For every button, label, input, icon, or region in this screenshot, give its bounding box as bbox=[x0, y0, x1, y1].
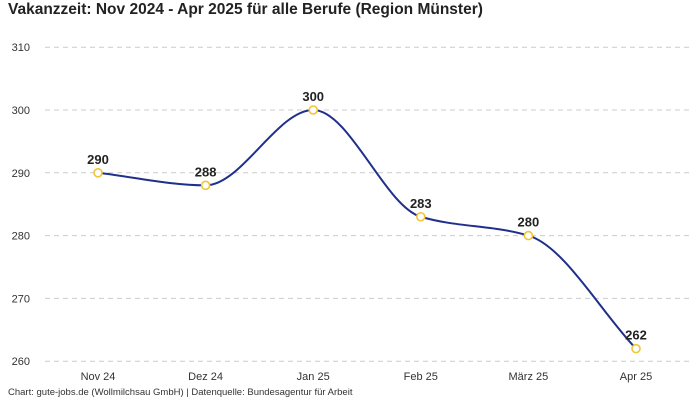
grid-lines bbox=[45, 46, 692, 362]
y-tick-label-260: 260 bbox=[12, 356, 30, 368]
chart-title: Vakanzzeit: Nov 2024 - Apr 2025 für alle… bbox=[8, 1, 483, 18]
series-line bbox=[97, 108, 637, 350]
y-tick-label-300: 300 bbox=[12, 105, 30, 117]
data-labels: 290 288 300 283 280 262 bbox=[87, 89, 647, 343]
data-point-marker bbox=[415, 211, 426, 222]
y-tick-label-310: 310 bbox=[12, 42, 30, 54]
data-point-marker bbox=[631, 343, 641, 354]
data-label: 300 bbox=[302, 89, 324, 104]
data-label: 280 bbox=[518, 215, 540, 230]
x-tick-label: Feb 25 bbox=[404, 371, 438, 383]
data-point-marker bbox=[200, 180, 211, 191]
data-label: 283 bbox=[410, 196, 432, 211]
x-tick-label: Apr 25 bbox=[620, 371, 652, 383]
y-tick-label-270: 270 bbox=[12, 293, 30, 305]
data-label: 288 bbox=[195, 164, 217, 179]
data-point-marker bbox=[523, 230, 534, 241]
source-footer: Chart: gute-jobs.de (Wollmilchsau GmbH) … bbox=[8, 387, 353, 398]
x-tick-label: Jan 25 bbox=[297, 371, 330, 383]
data-label: 290 bbox=[87, 152, 109, 167]
y-tick-label-280: 280 bbox=[12, 231, 30, 243]
y-tick-label-290: 290 bbox=[12, 168, 30, 180]
data-label: 262 bbox=[625, 328, 647, 343]
x-tick-label: Nov 24 bbox=[81, 371, 116, 383]
data-markers bbox=[93, 105, 641, 354]
x-axis-ticks: Nov 24 Dez 24 Jan 25 Feb 25 März 25 Apr 25 bbox=[81, 371, 653, 383]
data-point-marker bbox=[308, 105, 319, 115]
data-point-marker bbox=[93, 168, 103, 178]
x-tick-label: März 25 bbox=[509, 371, 549, 383]
y-axis-ticks: 260 270 280 290 300 310 bbox=[12, 42, 30, 368]
x-tick-label: Dez 24 bbox=[188, 371, 223, 383]
